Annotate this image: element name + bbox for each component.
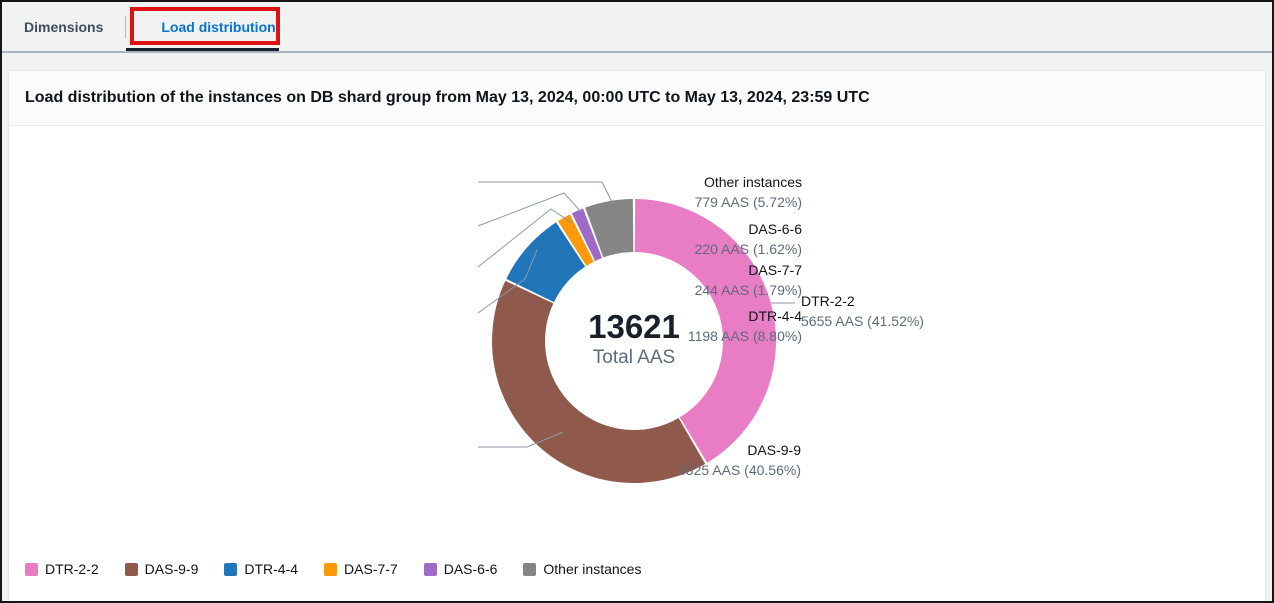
load-distribution-panel: Load distribution of the instances on DB… [8, 70, 1266, 601]
slice-label-dtr-2-2: DTR-2-2 5655 AAS (41.52%) [801, 291, 924, 331]
slice-label-other-instances: Other instances 779 AAS (5.72%) [695, 172, 802, 212]
donut-segment-dtr-4-4[interactable] [506, 222, 586, 303]
donut-segment-other-instances[interactable] [585, 199, 634, 258]
donut-segment-dtr-2-2[interactable] [634, 199, 776, 463]
leader-line [477, 192, 583, 227]
active-tab-indicator [126, 48, 279, 51]
slice-value: 5655 AAS (41.52%) [801, 313, 924, 329]
tab-load-distribution[interactable]: Load distribution [161, 18, 276, 35]
legend-swatch-icon [25, 562, 38, 576]
chart-legend: DTR-2-2 DAS-9-9 DTR-4-4 DAS-7-7 DAS-6-6 Other… [25, 561, 641, 577]
donut-segment-das-9-9[interactable] [492, 280, 706, 483]
donut-segment-das-6-6[interactable] [571, 208, 603, 261]
legend-label: DAS-7-7 [344, 561, 398, 577]
legend-swatch-icon [324, 562, 338, 576]
legend-label: Other instances [543, 561, 642, 577]
slice-label-dtr-4-4: DTR-4-4 1198 AAS (8.80%) [688, 306, 802, 346]
legend-item-dtr-4-4[interactable]: DTR-4-4 [224, 561, 298, 577]
slice-label-das-6-6: DAS-6-6 220 AAS (1.62%) [695, 219, 802, 259]
legend-swatch-icon [124, 562, 138, 576]
slice-value: 220 AAS (1.62%) [694, 241, 802, 257]
donut-segment-das-7-7[interactable] [557, 214, 594, 266]
slice-label-das-7-7: DAS-7-7 244 AAS (1.79%) [695, 260, 802, 300]
slice-name: DTR-4-4 [748, 308, 802, 324]
slice-name: DAS-6-6 [748, 221, 802, 237]
legend-label: DAS-9-9 [144, 561, 199, 577]
tab-dimensions[interactable]: Dimensions [24, 18, 104, 35]
donut-chart [477, 181, 795, 483]
legend-item-das-7-7[interactable]: DAS-7-7 [324, 561, 398, 577]
legend-item-das-6-6[interactable]: DAS-6-6 [423, 561, 498, 577]
leader-line [478, 431, 564, 448]
legend-item-dtr-2-2[interactable]: DTR-2-2 [25, 561, 99, 577]
legend-label: DAS-6-6 [443, 561, 498, 577]
slice-label-das-9-9: DAS-9-9 5525 AAS (40.56%) [678, 440, 801, 480]
slice-name: DTR-2-2 [801, 293, 855, 309]
legend-swatch-icon [224, 562, 238, 576]
leader-line [477, 208, 573, 268]
panel-title: Load distribution of the instances on DB… [25, 89, 870, 106]
slice-value: 779 AAS (5.72%) [694, 194, 802, 210]
legend-label: DTR-4-4 [244, 561, 299, 577]
donut-chart-area: DTR-2-2 5655 AAS (41.52%) DAS-9-9 5525 AAS … [9, 126, 1265, 601]
slice-name: DAS-7-7 [748, 262, 802, 278]
legend-item-das-9-9[interactable]: DAS-9-9 [124, 561, 199, 577]
slice-value: 244 AAS (1.79%) [694, 282, 802, 298]
slice-name: Other instances [703, 174, 802, 190]
tab-bar: Dimensions Load distribution [2, 2, 1272, 51]
legend-swatch-icon [523, 562, 537, 576]
slice-value: 5525 AAS (40.56%) [678, 462, 801, 478]
leader-line [477, 249, 538, 314]
tab-separator [125, 15, 127, 38]
slice-name: DAS-9-9 [747, 442, 801, 458]
slice-value: 1198 AAS (8.80%) [687, 328, 802, 344]
tabbar-divider [2, 51, 1272, 53]
legend-label: DTR-2-2 [45, 561, 99, 577]
legend-swatch-icon [423, 562, 437, 576]
legend-item-other-instances[interactable]: Other instances [523, 561, 641, 577]
leader-line [478, 181, 614, 205]
panel-header: Load distribution of the instances on DB… [9, 71, 1265, 126]
